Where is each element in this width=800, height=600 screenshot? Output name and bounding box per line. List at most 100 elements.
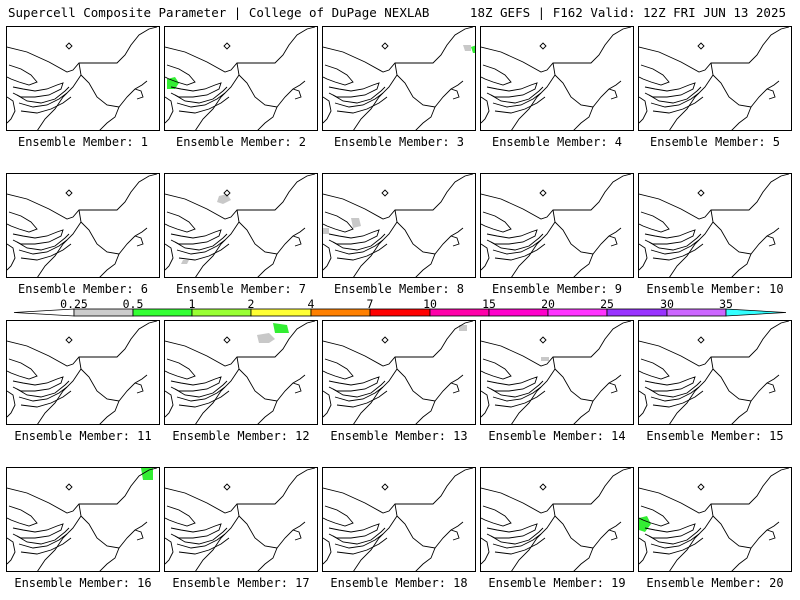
map-boundary-line	[481, 211, 512, 233]
map-boundary-line	[394, 503, 464, 549]
map-boundary-line	[639, 537, 648, 565]
ensemble-member-label: Ensemble Member: 13	[330, 429, 468, 443]
ensemble-member-map	[322, 26, 476, 131]
map-boundary-line	[639, 243, 648, 271]
map-boundary-line	[16, 233, 70, 251]
scp-contour-gray	[541, 357, 549, 361]
ensemble-member-label: Ensemble Member: 15	[646, 429, 784, 443]
map-boundary-line	[648, 527, 702, 545]
map-boundary-line	[334, 92, 384, 108]
map-boundary-line	[37, 221, 82, 277]
color-scale-segment	[488, 308, 549, 317]
map-boundary-line	[650, 92, 700, 108]
map-title: Supercell Composite Parameter | College …	[8, 5, 430, 20]
map-boundary-line	[7, 321, 158, 367]
map-boundary-line	[639, 390, 648, 418]
map-boundary-line	[170, 523, 222, 539]
ensemble-member-map	[6, 467, 160, 572]
map-boundary-line	[12, 523, 64, 539]
map-boundary-line	[195, 221, 240, 277]
map-boundary-line	[18, 239, 68, 255]
map-boundary-line	[65, 42, 73, 50]
map-boundary-line	[170, 229, 222, 245]
map-boundary-line	[7, 211, 38, 233]
map-boundary-line	[573, 547, 594, 571]
map-boundary-line	[353, 368, 398, 424]
color-scale-segment	[666, 308, 727, 317]
map-boundary-line	[328, 229, 380, 245]
map-boundary-line	[450, 382, 460, 394]
ensemble-member-map	[480, 26, 634, 131]
map-boundary-line	[257, 400, 278, 424]
color-scale-segment	[606, 308, 668, 317]
map-boundary-line	[176, 92, 226, 108]
map-boundary-line	[165, 390, 174, 418]
map-boundary-line	[134, 235, 144, 247]
map-boundary-line	[99, 547, 120, 571]
map-boundary-line	[644, 523, 696, 539]
map-boundary-line	[7, 358, 38, 380]
map-boundary-line	[481, 64, 512, 86]
color-scale-bar	[13, 308, 787, 317]
map-boundary-line	[336, 390, 388, 408]
map-boundary-line	[650, 239, 700, 255]
map-canvas	[639, 321, 790, 424]
map-boundary-line	[20, 243, 72, 261]
map-boundary-line	[639, 358, 670, 380]
map-canvas	[639, 174, 790, 277]
map-canvas	[165, 174, 316, 277]
map-boundary-line	[165, 358, 196, 380]
color-scale-tick-label: 15	[482, 297, 496, 311]
map-boundary-line	[494, 96, 546, 114]
map-boundary-line	[223, 189, 231, 197]
scp-contour-gray	[351, 218, 361, 228]
map-boundary-line	[644, 229, 696, 245]
map-boundary-line	[7, 390, 16, 418]
map-boundary-line	[415, 106, 436, 130]
map-boundary-line	[65, 189, 73, 197]
map-boundary-line	[644, 82, 696, 98]
map-boundary-line	[323, 537, 332, 565]
map-boundary-line	[257, 253, 278, 277]
map-canvas	[481, 174, 632, 277]
map-boundary-line	[669, 368, 714, 424]
map-canvas	[481, 27, 632, 130]
map-boundary-line	[669, 74, 714, 130]
map-boundary-line	[37, 368, 82, 424]
map-boundary-line	[481, 505, 512, 527]
map-boundary-line	[323, 27, 474, 73]
map-canvas	[323, 468, 474, 571]
map-boundary-line	[669, 221, 714, 277]
map-boundary-line	[328, 82, 380, 98]
map-boundary-line	[481, 96, 490, 124]
map-boundary-line	[381, 189, 389, 197]
map-boundary-line	[37, 515, 82, 571]
map-boundary-line	[165, 468, 316, 514]
map-boundary-line	[165, 64, 196, 86]
map-boundary-line	[492, 386, 542, 402]
map-boundary-line	[332, 233, 386, 251]
run-info: 18Z GEFS | F162 Valid: 12Z FRI JUN 13 20…	[469, 5, 786, 20]
map-boundary-line	[652, 390, 704, 408]
map-boundary-line	[639, 64, 670, 86]
map-boundary-line	[236, 209, 306, 255]
map-boundary-line	[65, 483, 73, 491]
map-boundary-line	[450, 235, 460, 247]
map-boundary-line	[639, 174, 790, 220]
map-boundary-line	[511, 221, 556, 277]
map-boundary-line	[415, 400, 436, 424]
ensemble-member-label: Ensemble Member: 20	[646, 576, 784, 590]
map-boundary-line	[292, 88, 302, 100]
map-boundary-line	[336, 243, 388, 261]
map-boundary-line	[652, 537, 704, 555]
map-boundary-line	[710, 503, 780, 549]
map-canvas	[323, 27, 475, 130]
map-boundary-line	[236, 356, 306, 402]
map-canvas	[639, 27, 790, 130]
map-boundary-line	[176, 386, 226, 402]
map-boundary-line	[652, 243, 704, 261]
map-boundary-line	[486, 82, 538, 98]
map-canvas	[7, 468, 158, 571]
map-boundary-line	[178, 243, 230, 261]
map-boundary-line	[573, 400, 594, 424]
